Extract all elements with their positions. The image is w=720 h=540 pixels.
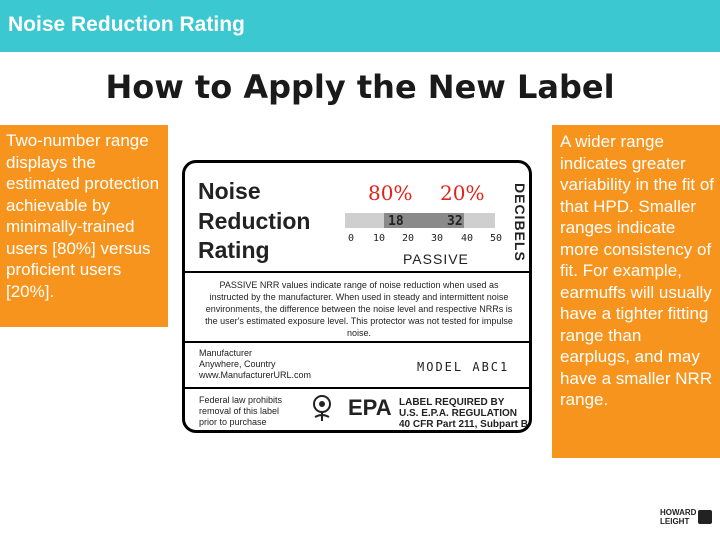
epa-logo-text: EPA bbox=[348, 395, 392, 420]
decibels-text: DECIBELS bbox=[512, 183, 528, 262]
range-bar-fill bbox=[384, 213, 464, 228]
manufacturer-location: Anywhere, Country bbox=[199, 359, 276, 369]
federal-line1: Federal law prohibits bbox=[199, 395, 283, 405]
pct-proficient: 20% bbox=[440, 181, 485, 205]
passive-word: PASSIVE bbox=[403, 251, 469, 267]
logo-line1: HOWARD bbox=[660, 508, 697, 517]
scale-tick-0: 0 bbox=[348, 233, 355, 244]
req-line3: 40 CFR Part 211, Subpart B bbox=[399, 419, 528, 430]
divider-1 bbox=[185, 271, 529, 273]
scale-tick-20: 20 bbox=[402, 233, 415, 244]
federal-notice: Federal law prohibits removal of this la… bbox=[199, 395, 282, 428]
nrr-label-title: Noise Reduction Rating bbox=[198, 177, 310, 266]
nrr-title-line2: Reduction bbox=[198, 207, 311, 234]
range-high-value: 32 bbox=[447, 214, 463, 229]
scale-tick-10: 10 bbox=[373, 233, 386, 244]
nrr-title-line3: Rating bbox=[198, 237, 270, 263]
range-low-value: 18 bbox=[388, 214, 404, 229]
callout-right: A wider range indicates greater variabil… bbox=[552, 125, 720, 458]
label-required-by: LABEL REQUIRED BY U.S. E.P.A. REGULATION… bbox=[399, 397, 528, 430]
howard-leight-logo: HOWARD LEIGHT bbox=[660, 508, 716, 536]
logo-text: HOWARD LEIGHT bbox=[660, 508, 696, 526]
header-bar: Noise Reduction Rating bbox=[0, 0, 720, 52]
logo-mark-icon bbox=[698, 510, 712, 524]
model-number: MODEL ABC1 bbox=[417, 360, 510, 374]
manufacturer-name: Manufacturer bbox=[199, 348, 253, 358]
header-title: Noise Reduction Rating bbox=[8, 13, 245, 36]
req-line2: U.S. E.P.A. REGULATION bbox=[399, 408, 517, 419]
scale-tick-40: 40 bbox=[461, 233, 474, 244]
divider-3 bbox=[185, 387, 529, 389]
decibels-vertical-label: DECIBELS bbox=[510, 183, 529, 263]
federal-line3: prior to purchase bbox=[199, 417, 267, 427]
scale-tick-50: 50 bbox=[490, 233, 503, 244]
epa-flower-icon bbox=[313, 395, 331, 421]
req-line1: LABEL REQUIRED BY bbox=[399, 397, 505, 408]
manufacturer-url: www.ManufacturerURL.com bbox=[199, 370, 312, 380]
pct-minimally-trained: 80% bbox=[368, 181, 413, 205]
passive-description: PASSIVE NRR values indicate range of noi… bbox=[205, 280, 513, 338]
logo-line2: LEIGHT bbox=[660, 517, 690, 526]
divider-2 bbox=[185, 341, 529, 343]
federal-line2: removal of this label bbox=[199, 406, 280, 416]
nrr-label: Noise Reduction Rating 80% 20% DECIBELS … bbox=[182, 160, 532, 433]
manufacturer-info: Manufacturer Anywhere, Country www.Manuf… bbox=[199, 348, 311, 381]
page-title: How to Apply the New Label bbox=[105, 68, 615, 106]
nrr-title-line1: Noise bbox=[198, 178, 261, 204]
callout-left: Two-number range displays the estimated … bbox=[0, 125, 168, 327]
scale-tick-30: 30 bbox=[431, 233, 444, 244]
